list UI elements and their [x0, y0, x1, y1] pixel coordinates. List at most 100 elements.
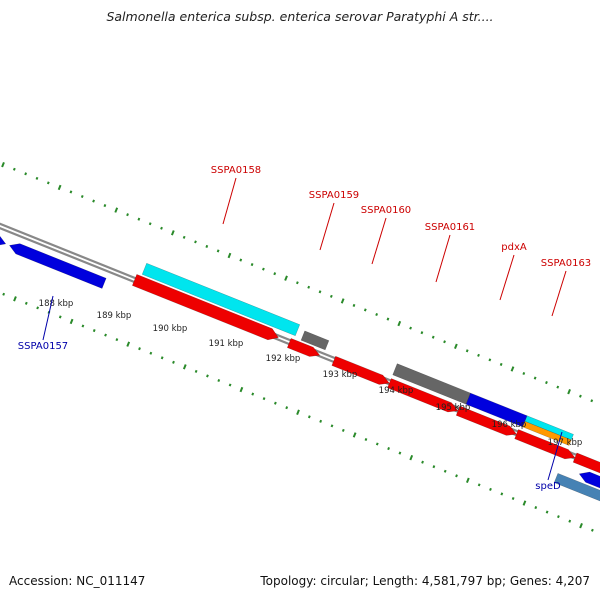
gene-leader-line — [435, 234, 451, 283]
scale-tick-upper — [443, 340, 446, 344]
scale-tick-lower — [455, 474, 458, 478]
red-gene[interactable] — [387, 378, 459, 413]
scale-tick-lower — [579, 523, 583, 529]
scale-tick-upper — [80, 194, 84, 199]
scale-tick-upper — [137, 217, 141, 221]
scale-tick-upper — [454, 343, 458, 349]
scale-tick-upper — [284, 275, 288, 281]
orange-feature[interactable] — [522, 421, 572, 446]
gene-label[interactable]: SSPA0160 — [361, 205, 411, 216]
blue-gene[interactable] — [578, 471, 600, 505]
accession-text: Accession: NC_011147 — [9, 574, 146, 588]
scale-tick-upper — [148, 222, 152, 226]
scale-tick-lower — [58, 315, 62, 319]
scale-tick-upper — [431, 335, 435, 339]
scale-tick-lower — [398, 451, 402, 455]
gene-leader-line — [499, 254, 515, 301]
scale-tick-upper — [352, 303, 356, 307]
scale-tick-lower — [477, 483, 481, 487]
scale-tick-lower — [24, 301, 28, 305]
scale-tick-lower — [69, 318, 74, 325]
scale-tick-lower — [206, 374, 209, 378]
kbp-label: 188 kbp — [39, 299, 74, 309]
gene-label[interactable]: pdxA — [501, 242, 527, 253]
kbp-label: 191 kbp — [209, 339, 244, 349]
scale-tick-upper — [35, 176, 39, 180]
scale-tick-upper — [205, 244, 209, 248]
scale-tick-lower — [375, 442, 379, 446]
scale-tick-lower — [251, 392, 255, 396]
scale-tick-upper — [499, 362, 503, 366]
scale-tick-upper — [556, 385, 560, 389]
scale-tick-lower — [500, 492, 504, 496]
scale-tick-lower — [557, 515, 560, 519]
kbp-label: 192 kbp — [266, 354, 301, 364]
scale-tick-upper — [262, 267, 265, 271]
scale-tick-lower — [217, 378, 221, 383]
scale-tick-upper — [579, 394, 582, 398]
scale-tick-lower — [443, 469, 447, 473]
scale-tick-lower — [81, 324, 85, 328]
scale-tick-upper — [250, 263, 254, 267]
scale-tick-lower — [104, 333, 107, 337]
scale-tick-lower — [149, 351, 153, 355]
scale-tick-upper — [170, 230, 175, 236]
scale-tick-lower — [319, 419, 323, 423]
gene-label[interactable]: SSPA0161 — [425, 222, 475, 233]
scale-tick-upper — [1, 162, 5, 168]
kbp-label: 189 kbp — [97, 311, 132, 321]
scale-tick-upper — [590, 399, 594, 403]
scale-tick-upper — [545, 381, 548, 385]
scale-tick-lower — [182, 364, 187, 370]
scale-tick-lower — [172, 360, 175, 364]
gene-leader-line — [371, 217, 387, 265]
scale-tick-upper — [522, 371, 526, 376]
genome-info-text: Topology: circular; Length: 4,581,797 bp… — [260, 574, 590, 588]
scale-tick-upper — [307, 285, 311, 289]
cyan-feature[interactable] — [141, 262, 301, 337]
scale-tick-lower — [126, 341, 131, 347]
scale-tick-lower — [330, 424, 334, 428]
gene-leader-line — [547, 431, 563, 481]
red-gene[interactable] — [455, 405, 517, 436]
gray-feature[interactable] — [300, 330, 330, 351]
scale-tick-lower — [387, 447, 390, 451]
scale-tick-lower — [341, 428, 345, 432]
scale-tick-upper — [273, 272, 277, 276]
steelblue-gene[interactable] — [553, 473, 600, 502]
scale-tick-lower — [228, 383, 232, 387]
red-gene[interactable] — [514, 429, 576, 460]
scale-tick-upper — [216, 249, 220, 253]
scale-tick-upper — [409, 326, 412, 330]
scale-tick-upper — [329, 294, 333, 298]
scale-tick-lower — [160, 356, 164, 360]
red-gene[interactable] — [331, 355, 390, 385]
kbp-label: 193 kbp — [323, 370, 358, 380]
scale-tick-upper — [420, 331, 424, 335]
gene-leader-line — [551, 270, 567, 317]
red-gene[interactable] — [132, 274, 279, 341]
gene-leader-line — [319, 202, 335, 251]
scale-tick-lower — [432, 465, 436, 469]
scale-tick-upper — [114, 207, 119, 213]
kbp-label: 195 kbp — [436, 403, 471, 413]
scale-tick-lower — [511, 496, 515, 501]
gene-label[interactable]: SSPA0159 — [309, 190, 359, 201]
scale-tick-upper — [533, 376, 537, 380]
scale-tick-upper — [24, 172, 28, 176]
scale-tick-lower — [364, 437, 368, 442]
scale-tick-lower — [36, 306, 40, 310]
scale-tick-upper — [386, 317, 390, 321]
red-gene[interactable] — [287, 338, 321, 357]
gene-label[interactable]: SSPA0157 — [18, 341, 68, 352]
scale-tick-upper — [160, 226, 163, 230]
gene-label[interactable]: SSPA0158 — [211, 165, 261, 176]
blue-gene[interactable] — [0, 223, 7, 246]
blue-gene[interactable] — [9, 243, 107, 289]
red-gene[interactable] — [572, 452, 600, 481]
scale-tick-upper — [194, 240, 197, 244]
gene-label[interactable]: speD — [535, 481, 561, 492]
gene-leader-line — [42, 295, 54, 341]
gene-label[interactable]: SSPA0163 — [541, 258, 591, 269]
